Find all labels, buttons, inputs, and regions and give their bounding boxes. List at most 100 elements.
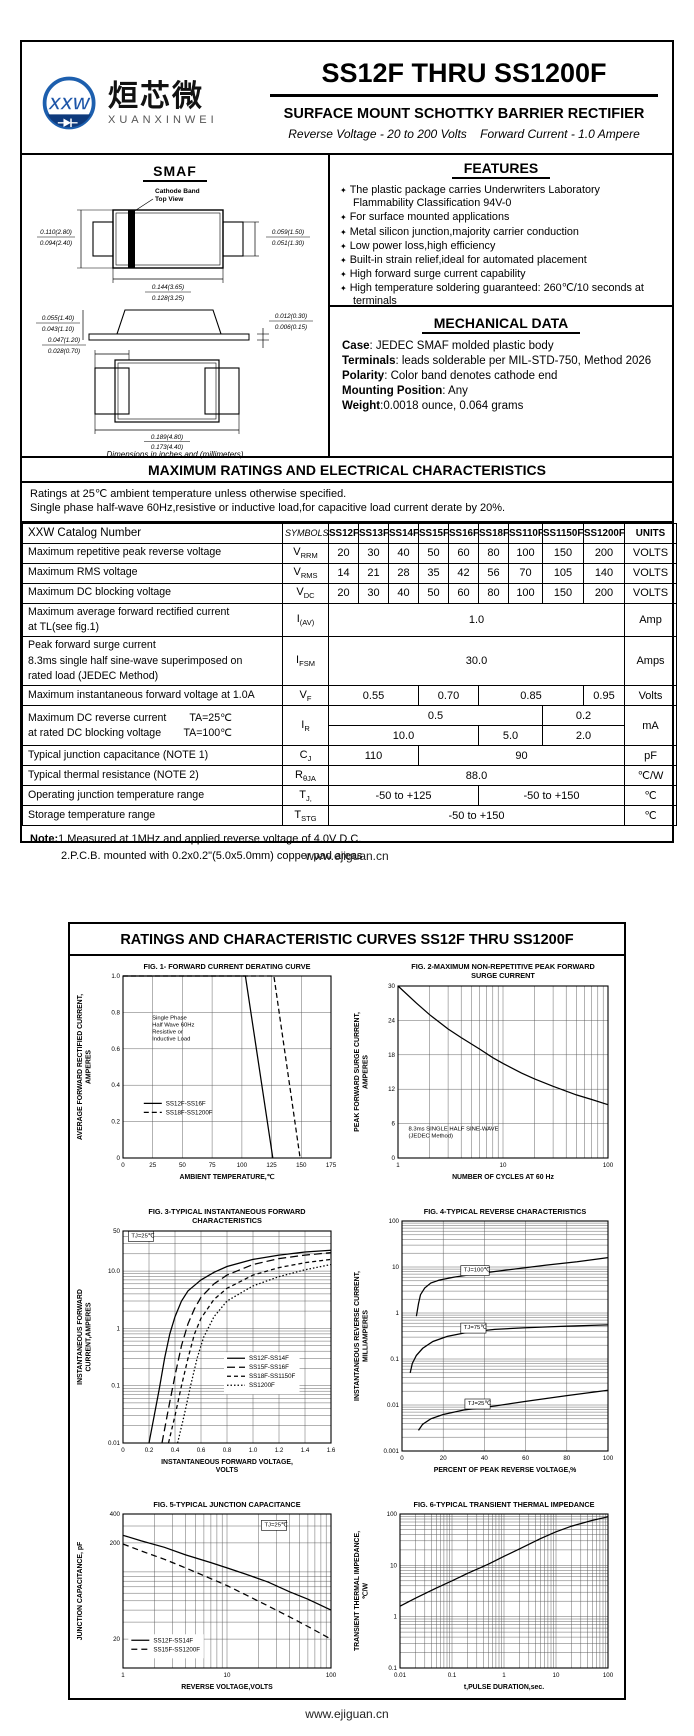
dim-body-length-min: 0.128(3.25) [152, 295, 184, 302]
table-cell: Maximum repetitive peak reverse voltage [22, 542, 283, 564]
table-row: Peak forward surge current 8.3ms single h… [22, 636, 677, 687]
table-cell: 0.70 [418, 685, 479, 707]
table-cell: 10.0 [328, 725, 479, 747]
brand-chinese-name: 烜芯微 [108, 79, 204, 113]
figure-fig4: FIG. 4-TYPICAL REVERSE CHARACTERISTICS 0 2… [350, 1205, 622, 1498]
table-cell: 60 [448, 542, 479, 564]
table-cell: 140 [583, 562, 625, 584]
table-cell: SS14F [388, 522, 419, 544]
table-row: Typical junction capacitance (NOTE 1) CJ 1… [22, 745, 677, 767]
table-cell: 88.0 [328, 765, 625, 787]
callout-line1: Cathode Band [155, 188, 200, 195]
svg-text:JUNCTION CAPACITANCE, pF: JUNCTION CAPACITANCE, pF [77, 1542, 84, 1641]
table-row: Typical thermal resistance (NOTE 2) RθJA 8… [22, 765, 677, 787]
svg-text:100: 100 [388, 1218, 399, 1225]
mechanical-heading: MECHANICAL DATA [342, 315, 660, 334]
features-section: FEATURES ✦ The plastic package carries Un… [330, 155, 672, 307]
svg-text:AMPERES: AMPERES [362, 1055, 369, 1089]
feature-item: ✦ The plastic package carries Underwriter… [340, 184, 600, 210]
mechanical-line: Case: JEDEC SMAF molded plastic body [342, 340, 554, 352]
svg-text:0.01: 0.01 [386, 1402, 399, 1409]
svg-text:VOLTS: VOLTS [215, 1467, 238, 1474]
table-cell: 100 [508, 542, 543, 564]
svg-text:75: 75 [208, 1162, 215, 1169]
table-cell: TSTG [282, 805, 329, 827]
svg-text:1.4: 1.4 [300, 1447, 309, 1454]
svg-text:10: 10 [499, 1162, 506, 1169]
svg-text:CURRENT,AMPERES: CURRENT,AMPERES [85, 1302, 92, 1371]
table-cell: 150 [542, 582, 584, 604]
svg-text:100: 100 [325, 1672, 336, 1679]
svg-text:SS15F-SS16F: SS15F-SS16F [249, 1364, 289, 1371]
table-cell: IFSM [282, 636, 329, 687]
svg-text:18: 18 [388, 1052, 395, 1059]
svg-text:(JEDEC Method): (JEDEC Method) [408, 1133, 453, 1139]
dim-lead-width-min: 0.051(1.30) [272, 240, 304, 247]
table-cell: IR [282, 705, 329, 747]
svg-text:1: 1 [116, 1325, 120, 1332]
svg-text:NUMBER OF CYCLES AT 60 Hz: NUMBER OF CYCLES AT 60 Hz [452, 1174, 554, 1181]
svg-text:150: 150 [296, 1162, 307, 1169]
svg-text:SS12F-SS14F: SS12F-SS14F [153, 1637, 193, 1644]
table-cell: I(AV) [282, 602, 329, 638]
svg-text:SS12F-SS16F: SS12F-SS16F [165, 1100, 205, 1107]
table-cell: 0.85 [478, 685, 584, 707]
dim-standoff-min: 0.006(0.15) [275, 324, 307, 331]
table-cell: 110 [328, 745, 419, 767]
table-cell: 30.0 [328, 636, 625, 687]
table-cell: ℃ [624, 785, 677, 807]
figure-fig1: FIG. 1- FORWARD CURRENT DERATING CURVE 0 2… [73, 960, 345, 1205]
svg-text:0.8: 0.8 [222, 1447, 231, 1454]
package-drawing-section: SMAF Cathode Band Top View 0.110(2.80) [22, 155, 330, 459]
bullet-icon: ✦ [340, 186, 347, 195]
table-row: Maximum instantaneous forward voltage at… [22, 685, 677, 707]
svg-text:100: 100 [602, 1162, 613, 1169]
table-cell: Volts [624, 685, 677, 707]
figure-fig5: FIG. 5-TYPICAL JUNCTION CAPACITANCE 1 10 10… [73, 1498, 345, 1713]
svg-text:0: 0 [121, 1162, 125, 1169]
table-note-1: Note:1.Measured at 1MHz and applied reve… [30, 833, 362, 846]
svg-text:40: 40 [480, 1455, 487, 1462]
svg-text:1: 1 [395, 1310, 399, 1317]
table-cell: Typical thermal resistance (NOTE 2) [22, 765, 283, 787]
svg-text:0.1: 0.1 [390, 1356, 399, 1363]
svg-text:1: 1 [121, 1672, 125, 1679]
website-footer-page2: www.ejiguan.cn [305, 1707, 389, 1721]
right-column: FEATURES ✦ The plastic package carries Un… [330, 155, 672, 456]
table-cell: 5.0 [478, 725, 543, 747]
ratings-table: XXW Catalog Number SYMBOLS SS12F SS13F SS14F… [22, 522, 677, 827]
svg-text:0.2: 0.2 [144, 1447, 153, 1454]
svg-text:t,PULSE DURATION,sec.: t,PULSE DURATION,sec. [463, 1684, 543, 1691]
table-row: Maximum DC reverse current TA=25℃ at rated… [22, 705, 677, 747]
table-note-2: 2.P.C.B. mounted with 0.2x0.2"(5.0x5.0mm… [61, 849, 363, 862]
table-cell: Maximum average forward rectified curren… [22, 602, 283, 638]
package-name: SMAF [143, 163, 207, 182]
svg-text:0.001: 0.001 [383, 1448, 399, 1455]
svg-text:0.1: 0.1 [447, 1672, 456, 1679]
figures-grid: FIG. 1- FORWARD CURRENT DERATING CURVE 0 2… [70, 956, 624, 1713]
table-cell: VOLTS [624, 562, 677, 584]
table-cell: SS16F [448, 522, 479, 544]
bullet-icon: ✦ [340, 270, 347, 280]
svg-text:FIG. 2-MAXIMUM NON-REPETITIVE: FIG. 2-MAXIMUM NON-REPETITIVE PEAK FORWA… [411, 962, 595, 971]
table-cell: XXW Catalog Number [22, 522, 283, 544]
table-cell: Amp [624, 602, 677, 638]
table-cell: 80 [478, 582, 509, 604]
table-cell: ℃/W [624, 765, 677, 787]
svg-text:1: 1 [502, 1672, 506, 1679]
ratings-table-container: XXW Catalog Number SYMBOLS SS12F SS13F SS14F… [22, 522, 677, 827]
svg-text:50: 50 [113, 1228, 120, 1235]
svg-text:℃/W: ℃/W [361, 1582, 369, 1599]
svg-text:FIG. 6-TYPICAL TRANSIENT THERM: FIG. 6-TYPICAL TRANSIENT THERMAL IMPEDAN… [413, 1500, 594, 1509]
svg-text:CHARACTERISTICS: CHARACTERISTICS [192, 1216, 262, 1225]
svg-text:100: 100 [602, 1455, 613, 1462]
dim-standoff-max: 0.012(0.30) [275, 313, 307, 320]
svg-text:0.01: 0.01 [107, 1440, 120, 1447]
svg-text:SS18F-SS1150F: SS18F-SS1150F [249, 1373, 296, 1380]
table-cell: 200 [583, 582, 625, 604]
ratings-banner: MAXIMUM RATINGS AND ELECTRICAL CHARACTER… [22, 458, 672, 483]
svg-text:1: 1 [393, 1614, 397, 1621]
svg-text:1.0: 1.0 [111, 973, 120, 980]
svg-text:AVERAGE FORWARD RECTIFIED CURR: AVERAGE FORWARD RECTIFIED CURRENT, [77, 994, 84, 1140]
package-outline-drawing: Cathode Band Top View 0.110(2.80) 0.094(… [36, 188, 313, 450]
